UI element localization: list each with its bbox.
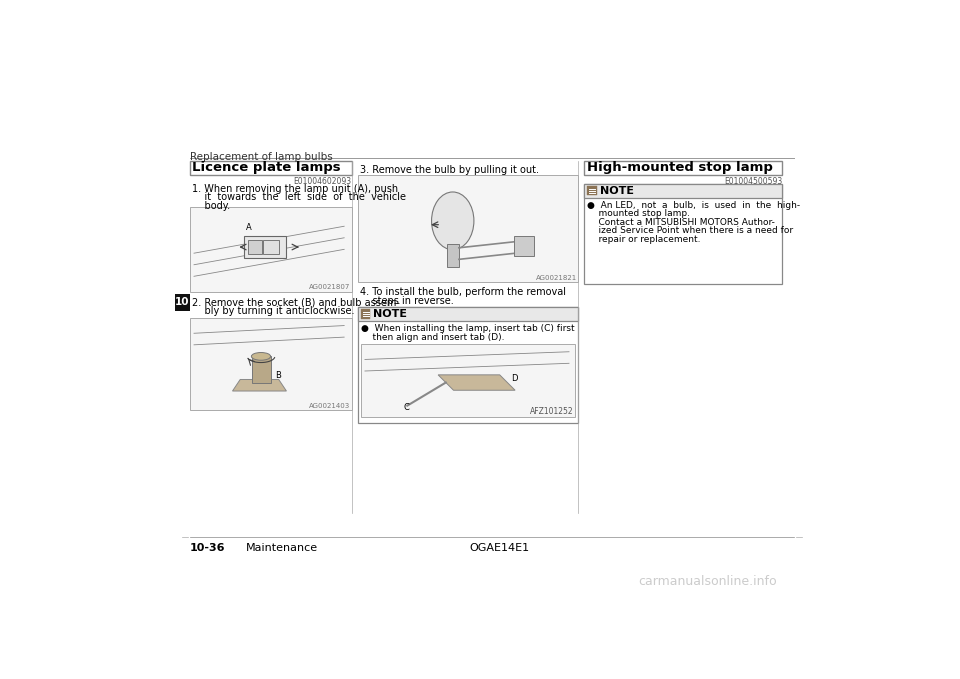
FancyBboxPatch shape xyxy=(263,240,278,254)
FancyBboxPatch shape xyxy=(585,184,782,198)
Text: 3. Remove the bulb by pulling it out.: 3. Remove the bulb by pulling it out. xyxy=(360,166,539,175)
Text: repair or replacement.: repair or replacement. xyxy=(588,235,701,244)
Ellipse shape xyxy=(432,192,474,250)
Text: OGAE14E1: OGAE14E1 xyxy=(469,543,530,553)
Polygon shape xyxy=(438,375,516,390)
Text: Licence plate lamps: Licence plate lamps xyxy=(192,161,341,175)
FancyBboxPatch shape xyxy=(244,236,286,258)
FancyBboxPatch shape xyxy=(585,161,782,175)
Polygon shape xyxy=(232,380,286,391)
Text: AG0021807: AG0021807 xyxy=(309,284,350,290)
FancyBboxPatch shape xyxy=(358,175,578,282)
Text: AFZ101252: AFZ101252 xyxy=(530,407,574,416)
Text: Contact a MITSUBISHI MOTORS Author-: Contact a MITSUBISHI MOTORS Author- xyxy=(588,218,776,227)
Text: C: C xyxy=(403,403,409,411)
Text: ●  An LED,  not  a  bulb,  is  used  in  the  high-: ● An LED, not a bulb, is used in the hig… xyxy=(588,201,801,210)
Text: 10: 10 xyxy=(176,297,190,308)
FancyBboxPatch shape xyxy=(588,186,597,196)
FancyBboxPatch shape xyxy=(190,318,352,410)
Text: High-mounted stop lamp: High-mounted stop lamp xyxy=(587,161,773,175)
Text: NOTE: NOTE xyxy=(600,186,634,196)
Text: 4. To install the bulb, perform the removal: 4. To install the bulb, perform the remo… xyxy=(360,287,565,297)
Text: mounted stop lamp.: mounted stop lamp. xyxy=(588,209,690,219)
Ellipse shape xyxy=(252,352,271,361)
FancyBboxPatch shape xyxy=(123,81,861,604)
Text: 10-36: 10-36 xyxy=(190,543,226,553)
Text: B: B xyxy=(275,371,280,380)
FancyBboxPatch shape xyxy=(358,307,578,422)
Text: A: A xyxy=(247,223,252,232)
Text: NOTE: NOTE xyxy=(373,309,407,319)
FancyBboxPatch shape xyxy=(252,356,271,384)
Text: AG0021403: AG0021403 xyxy=(309,403,350,409)
Text: ized Service Point when there is a need for: ized Service Point when there is a need … xyxy=(588,226,794,235)
FancyBboxPatch shape xyxy=(190,207,352,292)
FancyBboxPatch shape xyxy=(361,310,371,318)
FancyBboxPatch shape xyxy=(190,161,352,175)
FancyBboxPatch shape xyxy=(358,307,578,321)
FancyBboxPatch shape xyxy=(515,236,534,255)
Text: steps in reverse.: steps in reverse. xyxy=(360,295,453,306)
Text: carmanualsonline.info: carmanualsonline.info xyxy=(638,575,777,588)
Text: bly by turning it anticlockwise.: bly by turning it anticlockwise. xyxy=(192,306,354,316)
Text: it  towards  the  left  side  of  the  vehicle: it towards the left side of the vehicle xyxy=(192,192,406,202)
Text: body.: body. xyxy=(192,201,229,211)
Text: ●  When installing the lamp, insert tab (C) first: ● When installing the lamp, insert tab (… xyxy=(361,324,575,333)
Text: then align and insert tab (D).: then align and insert tab (D). xyxy=(361,333,505,342)
FancyBboxPatch shape xyxy=(248,240,262,254)
FancyBboxPatch shape xyxy=(585,184,782,284)
FancyBboxPatch shape xyxy=(446,244,459,267)
Text: D: D xyxy=(512,374,517,383)
Text: AG0021821: AG0021821 xyxy=(536,275,577,281)
Text: Maintenance: Maintenance xyxy=(246,543,318,553)
Text: E01004500593: E01004500593 xyxy=(724,177,782,186)
Text: Replacement of lamp bulbs: Replacement of lamp bulbs xyxy=(190,152,333,162)
FancyBboxPatch shape xyxy=(361,344,575,417)
Text: E01004602093: E01004602093 xyxy=(294,177,352,186)
FancyBboxPatch shape xyxy=(175,294,190,311)
Text: 1. When removing the lamp unit (A), push: 1. When removing the lamp unit (A), push xyxy=(192,184,397,194)
Text: 2. Remove the socket (B) and bulb assem-: 2. Remove the socket (B) and bulb assem- xyxy=(192,298,399,308)
